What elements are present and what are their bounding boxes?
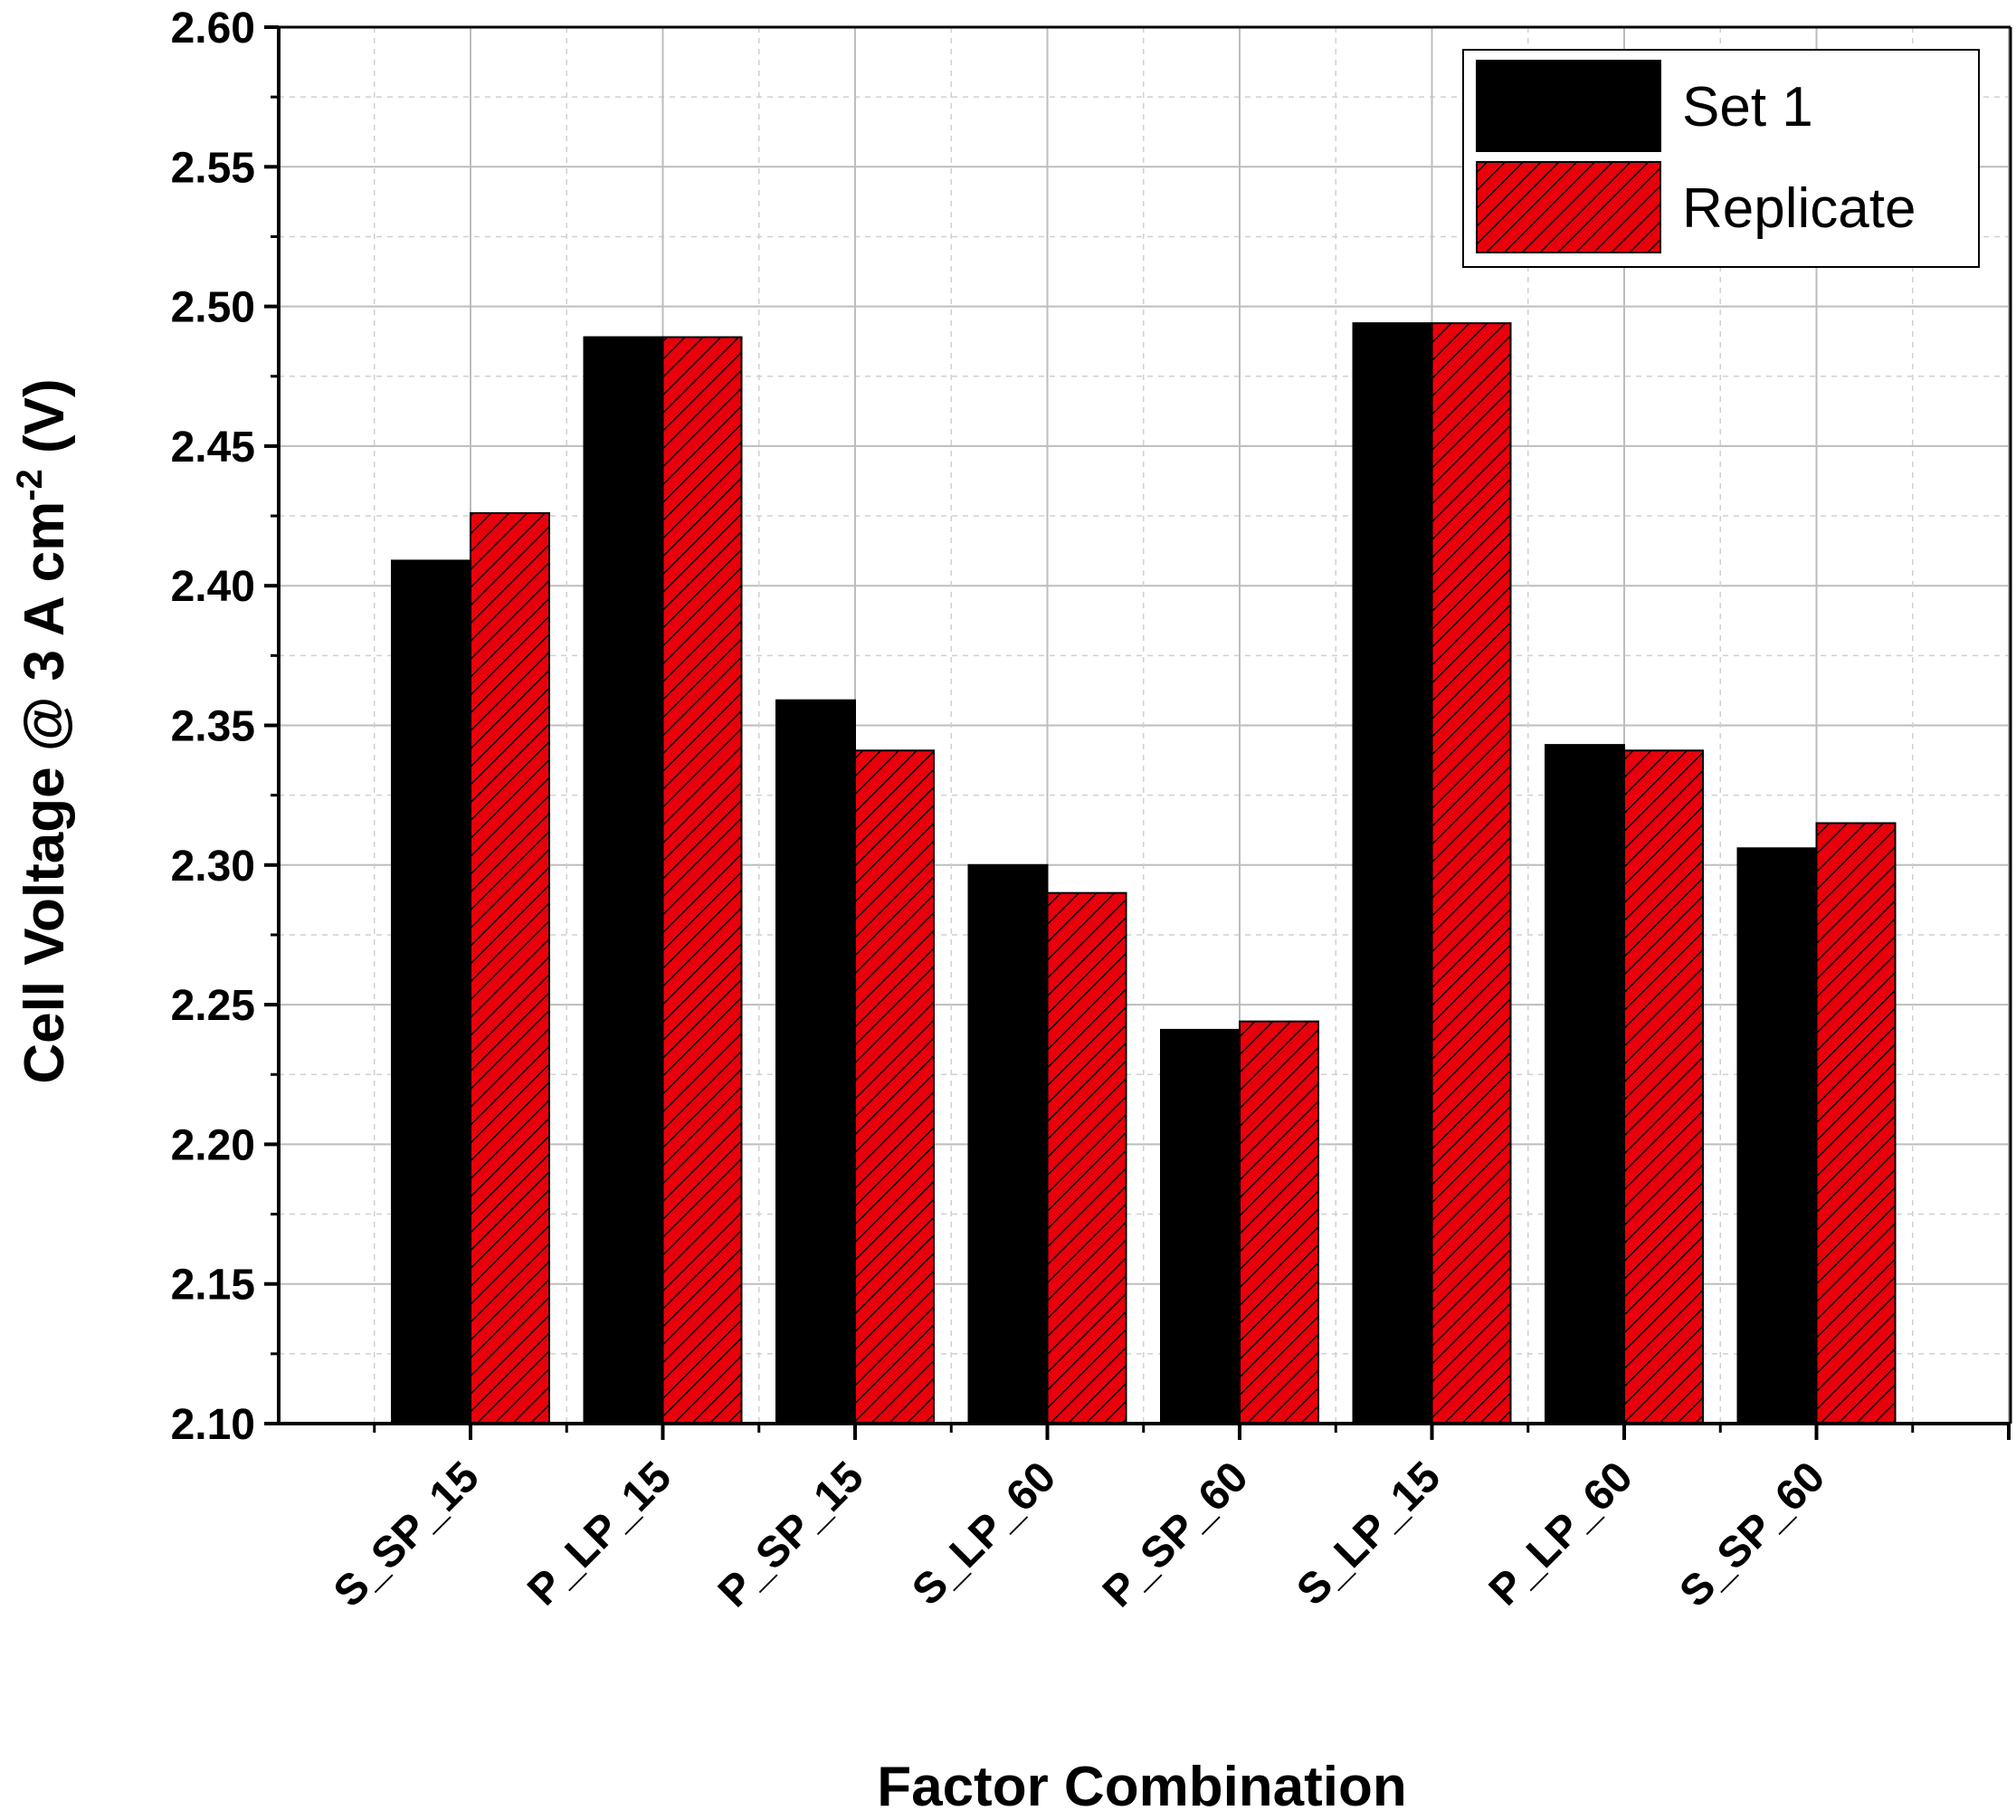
bar-replicate-S_SP_15	[470, 511, 550, 1425]
bar-replicate-P_SP_60	[1239, 1020, 1319, 1425]
axes	[264, 25, 2012, 1440]
x-tick-label-S_SP_60: S_SP_60	[1670, 1453, 1834, 1616]
bar-replicate-P_SP_15	[854, 749, 935, 1425]
bar-set1-S_LP_15	[1352, 322, 1433, 1425]
y-tick-label: 2.50	[171, 284, 255, 332]
bar-set1-P_SP_60	[1160, 1028, 1241, 1425]
y-axis-title-end: (V)	[14, 378, 76, 469]
y-tick-label: 2.55	[171, 144, 255, 192]
legend-label-replicate: Replicate	[1682, 177, 1916, 240]
y-tick-label: 2.25	[171, 982, 255, 1030]
y-axis-title-superscript: -2	[10, 469, 50, 501]
y-tick-label: 2.30	[171, 843, 255, 891]
x-axis-title: Factor Combination	[877, 1756, 1407, 1818]
bars	[391, 322, 1897, 1425]
bar-replicate-S_LP_15	[1431, 322, 1512, 1425]
x-tick-label-S_SP_15: S_SP_15	[325, 1453, 489, 1616]
x-tick-label-P_SP_60: P_SP_60	[1094, 1453, 1258, 1616]
x-tick-label-S_LP_60: S_LP_60	[903, 1453, 1065, 1615]
x-tick-label-P_LP_15: P_LP_15	[518, 1453, 680, 1615]
bar-set1-S_LP_60	[967, 863, 1049, 1425]
y-axis-title-main: Cell Voltage @ 3 A cm	[14, 501, 76, 1084]
bar-replicate-S_LP_60	[1046, 891, 1127, 1425]
bar-set1-P_LP_60	[1545, 744, 1625, 1425]
bar-replicate-S_SP_60	[1815, 822, 1897, 1425]
bar-replicate-P_LP_15	[661, 336, 743, 1425]
legend-swatch-set1	[1476, 60, 1661, 152]
bar-set1-P_SP_15	[775, 699, 856, 1425]
x-tick-label-P_LP_60: P_LP_60	[1480, 1453, 1642, 1615]
y-tick-label: 2.60	[171, 5, 255, 52]
y-tick-label: 2.40	[171, 563, 255, 611]
y-tick-label: 2.45	[171, 424, 255, 472]
x-tick-label-S_LP_15: S_LP_15	[1288, 1453, 1450, 1615]
bar-set1-S_SP_15	[391, 559, 471, 1425]
bar-replicate-P_LP_60	[1623, 749, 1704, 1425]
x-tick-label-P_SP_15: P_SP_15	[709, 1453, 873, 1616]
legend-label-set1: Set 1	[1682, 76, 1813, 138]
y-tick-label: 2.15	[171, 1262, 255, 1310]
bar-set1-P_LP_15	[583, 336, 664, 1425]
y-tick-label: 2.10	[171, 1401, 255, 1449]
y-axis-title: Cell Voltage @ 3 A cm-2 (V)	[10, 378, 76, 1083]
y-tick-label: 2.35	[171, 703, 255, 751]
legend-swatch-replicate	[1476, 161, 1661, 253]
legend: Set 1 Replicate	[1462, 49, 1980, 268]
bar-set1-S_SP_60	[1736, 847, 1818, 1425]
y-tick-label: 2.20	[171, 1121, 255, 1169]
